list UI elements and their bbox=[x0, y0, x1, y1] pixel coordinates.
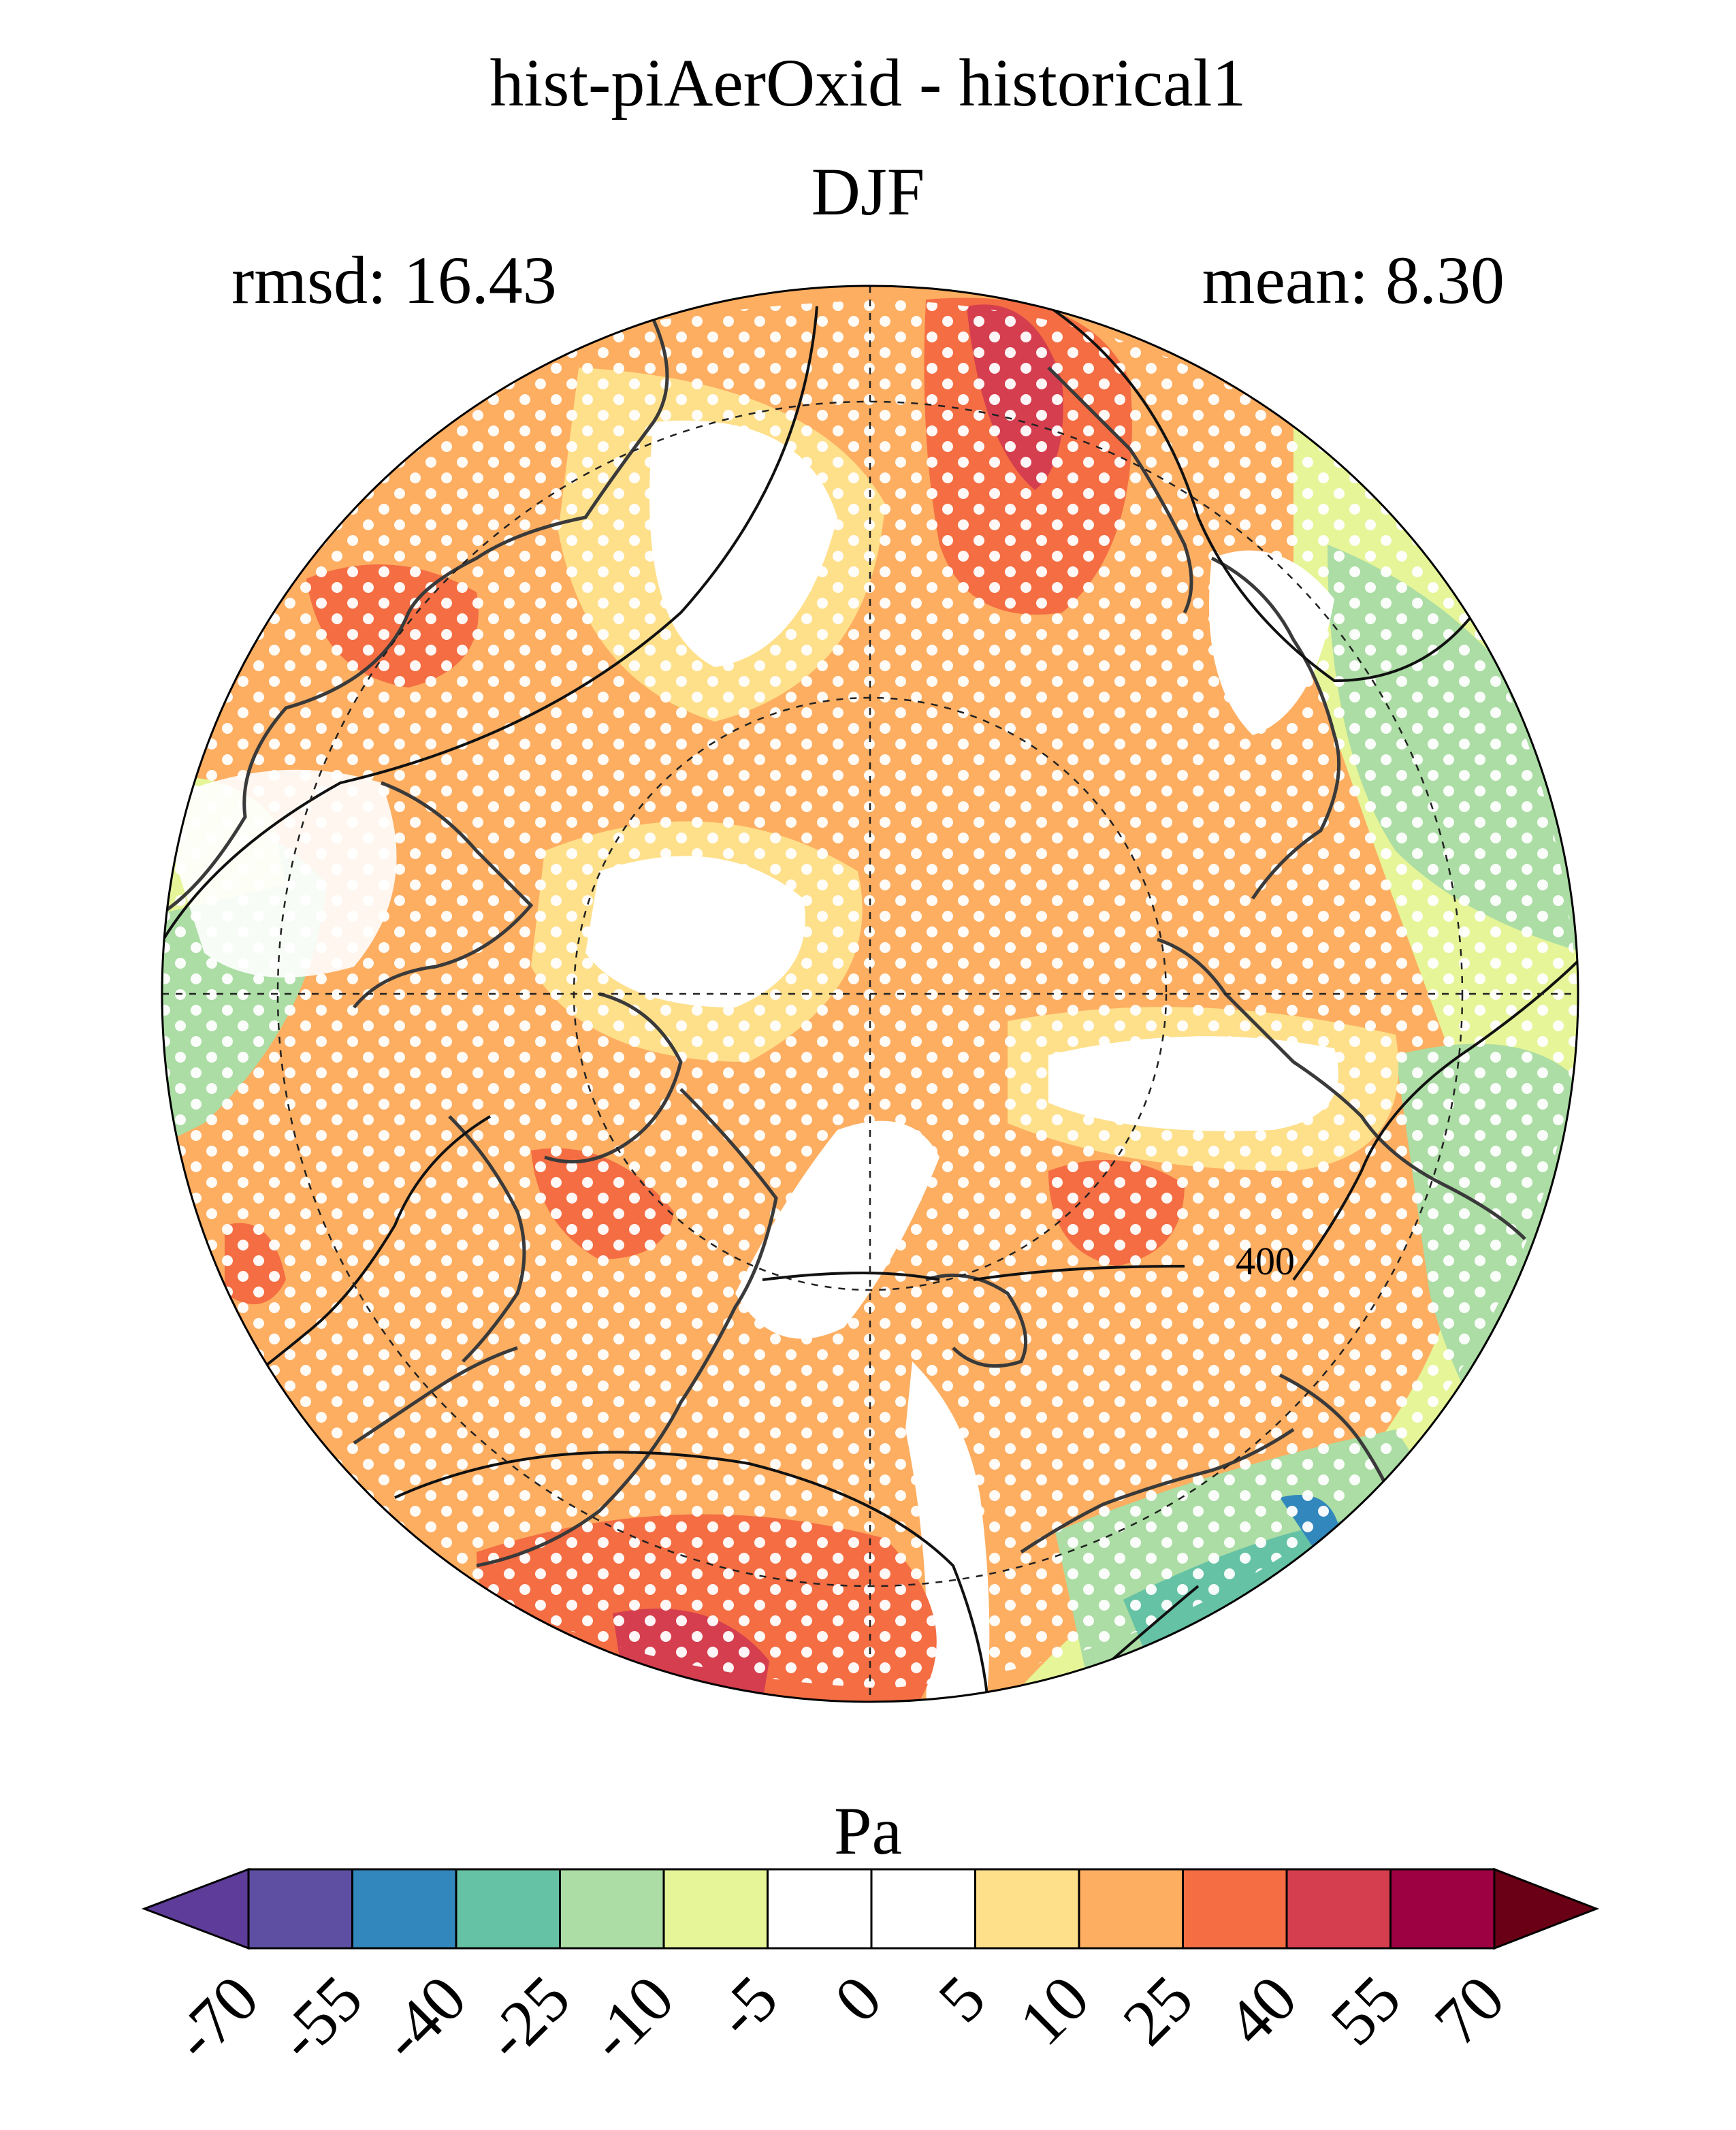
colorbar-cell bbox=[559, 1868, 665, 1950]
contour-lines bbox=[162, 305, 1578, 1696]
colorbar-cell bbox=[455, 1868, 561, 1950]
colorbar-cell bbox=[1078, 1868, 1184, 1950]
colorbar-cell bbox=[1389, 1868, 1496, 1950]
colorbar-tick-label: -5 bbox=[701, 1961, 791, 2051]
colorbar-tick-label: 25 bbox=[1109, 1961, 1207, 2059]
colorbar-cell bbox=[767, 1868, 873, 1950]
colorbar-tick-label: 5 bbox=[925, 1961, 999, 2036]
colorbar-tick-label: -10 bbox=[575, 1961, 688, 2074]
colorbar-tick-label: 70 bbox=[1420, 1961, 1518, 2059]
contour-label: 400 bbox=[1236, 1239, 1295, 1283]
colorbar-tick-label: 55 bbox=[1317, 1961, 1415, 2059]
colorbar-cell bbox=[1285, 1868, 1392, 1950]
colorbar-cell bbox=[351, 1868, 457, 1950]
colorbar-tick-label: -70 bbox=[159, 1961, 272, 2074]
colorbar-extend-high bbox=[1493, 1867, 1600, 1950]
colorbar-tick-label: -25 bbox=[470, 1961, 583, 2074]
colorbar-tick-label: 0 bbox=[820, 1961, 895, 2036]
season-label: DJF bbox=[811, 154, 925, 229]
rmsd-label: rmsd: 16.43 bbox=[231, 242, 557, 318]
mean-label: mean: 8.30 bbox=[1202, 242, 1505, 318]
colorbar-cell bbox=[974, 1868, 1080, 1950]
colorbar-cell bbox=[662, 1868, 769, 1950]
colorbar-cell bbox=[247, 1868, 353, 1950]
colorbar-cell bbox=[1182, 1868, 1288, 1950]
colorbar-tick-label: -40 bbox=[367, 1961, 480, 2074]
colorbar-tick-label: 40 bbox=[1212, 1961, 1311, 2059]
colorbar-units: Pa bbox=[834, 1793, 902, 1869]
colorbar-extend-low bbox=[141, 1867, 250, 1950]
polar-map: 400 bbox=[161, 285, 1579, 1703]
coastlines bbox=[162, 319, 1526, 1568]
map-title: hist-piAerOxid - historical1 bbox=[489, 45, 1247, 120]
colorbar-tick-label: 10 bbox=[1005, 1961, 1103, 2059]
colorbar-tick-label: -55 bbox=[263, 1961, 376, 2074]
map-boundary bbox=[161, 285, 1579, 1703]
colorbar-cell bbox=[870, 1868, 976, 1950]
graticule bbox=[162, 286, 1578, 1702]
map-fields bbox=[162, 286, 1578, 1702]
